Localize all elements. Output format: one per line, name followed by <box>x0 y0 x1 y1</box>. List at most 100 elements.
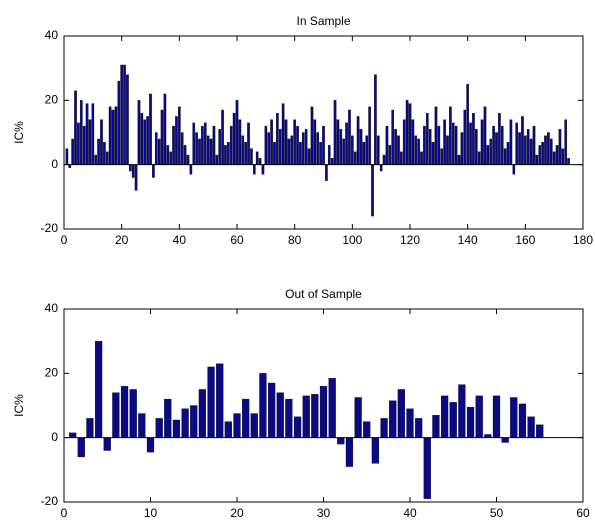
bar <box>281 103 285 165</box>
bar <box>498 113 501 165</box>
bar <box>216 363 224 438</box>
bar <box>492 125 495 165</box>
bar <box>414 135 418 165</box>
bar <box>264 125 268 165</box>
x-tick-label: 0 <box>61 233 68 247</box>
bar <box>146 437 155 453</box>
bar <box>501 437 509 443</box>
bar <box>203 122 207 165</box>
bar <box>379 164 383 172</box>
y-tick-label: 40 <box>45 28 59 42</box>
y-tick-label: 40 <box>45 301 59 315</box>
bar <box>302 395 310 438</box>
bar <box>103 141 106 165</box>
bar <box>235 100 239 165</box>
bar <box>365 135 369 165</box>
bar <box>368 106 371 165</box>
bar <box>117 80 121 165</box>
bar <box>460 132 464 165</box>
bar <box>328 378 336 438</box>
bar <box>319 141 322 165</box>
bar <box>198 138 201 165</box>
bar <box>149 93 152 165</box>
bar <box>238 119 242 165</box>
bar <box>178 106 181 165</box>
bar <box>255 151 259 165</box>
bar <box>242 398 250 438</box>
bar <box>206 135 210 165</box>
bar <box>221 109 224 165</box>
bar <box>466 406 475 438</box>
bar <box>495 132 498 165</box>
bar <box>382 154 386 165</box>
bar <box>547 132 550 165</box>
bar <box>250 148 253 165</box>
bar <box>437 125 441 165</box>
bar <box>475 129 478 165</box>
bar <box>120 64 123 165</box>
x-tick-label: 40 <box>403 506 417 520</box>
bar <box>131 164 135 178</box>
bar <box>267 382 276 438</box>
bar <box>169 151 172 165</box>
bar <box>284 119 288 165</box>
bar <box>489 138 493 165</box>
bar <box>227 141 230 165</box>
bar <box>74 90 77 165</box>
bar <box>345 437 354 467</box>
bar <box>112 392 120 438</box>
bar <box>538 145 542 165</box>
bar <box>391 109 395 165</box>
bar <box>526 129 530 165</box>
bar <box>181 408 189 438</box>
bar <box>458 384 466 438</box>
bar <box>229 125 233 165</box>
y-tick-label: -20 <box>41 221 59 235</box>
bar <box>215 154 219 165</box>
bar <box>466 84 469 165</box>
bar <box>558 129 562 165</box>
x-tick-label: 120 <box>400 233 420 247</box>
bar <box>342 138 345 165</box>
bar <box>160 109 164 165</box>
bar <box>337 437 345 445</box>
x-tick-label: 20 <box>230 506 244 520</box>
bar <box>91 103 95 165</box>
x-tick-label: 80 <box>288 233 302 247</box>
bar <box>567 158 570 165</box>
bar <box>509 119 513 165</box>
bar <box>69 432 77 438</box>
bar <box>431 141 435 165</box>
bar <box>440 395 449 438</box>
bar <box>293 416 302 438</box>
bar <box>536 424 544 438</box>
bar <box>477 151 481 165</box>
bar <box>186 154 190 165</box>
bar <box>322 125 325 165</box>
bar <box>356 116 360 165</box>
bar <box>175 116 178 165</box>
bar <box>278 129 282 165</box>
bar <box>415 418 423 438</box>
bar <box>209 138 213 165</box>
bar <box>307 148 311 165</box>
bar <box>154 132 158 165</box>
bar <box>405 100 409 165</box>
bar <box>480 119 484 165</box>
bar <box>114 106 118 165</box>
bar <box>457 154 461 165</box>
bar <box>345 122 348 165</box>
bar <box>374 74 377 165</box>
bar <box>287 138 291 165</box>
bar <box>389 400 397 438</box>
bar <box>428 129 432 165</box>
bar <box>138 413 146 438</box>
bar <box>77 122 80 165</box>
bar <box>451 122 455 165</box>
bar <box>164 398 172 438</box>
bar <box>195 132 198 165</box>
bar <box>71 138 74 165</box>
bar <box>552 151 556 165</box>
bar <box>198 389 207 438</box>
